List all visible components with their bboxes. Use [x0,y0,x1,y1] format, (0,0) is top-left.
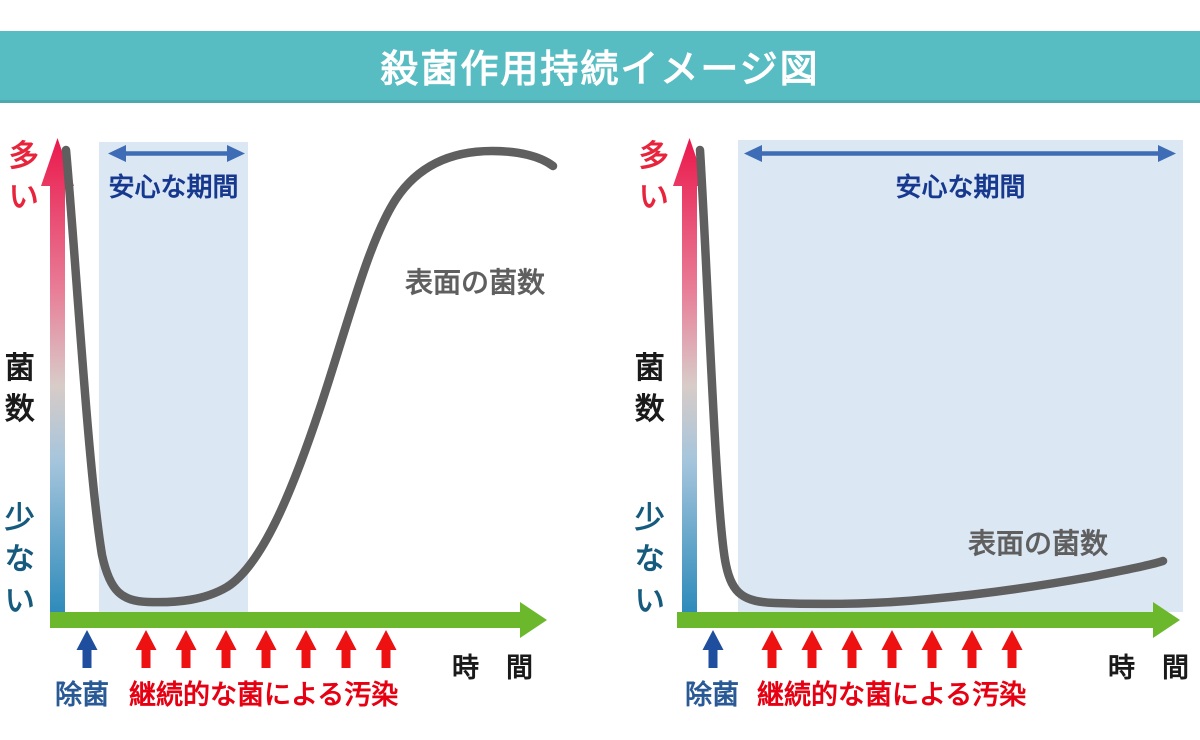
contamination-arrows-right [761,630,1023,668]
bacteria-curve-right [695,145,1168,609]
sanitize-arrow-right-icon [702,630,724,668]
header: 殺菌作用持続イメージ図 [0,31,1200,103]
contamination-arrow-icon [335,630,357,668]
safe-period-label-right: 安心な期間 [895,173,1026,203]
contamination-arrow-icon [135,630,157,668]
contamination-arrow-icon [215,630,237,668]
curve-label-left: 表面の菌数 [405,266,546,299]
y-axis-title-left: 菌数 [4,351,35,428]
contamination-arrow-icon [1001,630,1023,668]
y-axis-title-right: 菌数 [634,351,665,428]
sanitize-label-right: 除菌 [685,680,739,711]
time-axis-left [50,602,547,638]
safe-period-arrow-right-icon [744,145,1176,162]
contamination-arrow-icon [841,630,863,668]
contamination-arrow-icon [881,630,903,668]
time-axis-arrowhead-icon [520,602,547,638]
contamination-arrows-left [135,630,397,668]
sanitize-label-left: 除菌 [55,680,109,711]
contamination-arrow-icon [801,630,823,668]
safe-period-region-right [738,140,1183,612]
contamination-arrow-icon [175,630,197,668]
contamination-arrow-icon [295,630,317,668]
y-axis-top-label-right: 多い [638,139,669,216]
time-axis-right [677,602,1180,638]
safe-period-region-left [99,142,248,612]
y-axis-bottom-label-left: 少ない [4,501,35,619]
safe-period-arrow-left-icon [108,145,245,162]
contamination-arrow-icon [761,630,783,668]
contamination-arrow-icon [255,630,277,668]
page-title: 殺菌作用持続イメージ図 [380,47,820,91]
x-axis-label-left: 時 間 [452,653,533,684]
contamination-arrow-icon [921,630,943,668]
x-axis-label-right: 時 間 [1108,653,1189,684]
sanitize-arrow-left-icon [76,630,98,668]
contamination-arrow-icon [375,630,397,668]
curve-label-right: 表面の菌数 [968,527,1109,560]
contamination-label-left: 継続的な菌による汚染 [129,680,399,711]
bacteria-curve-left [61,145,558,607]
contamination-label-right: 継続的な菌による汚染 [757,680,1027,711]
safe-period-label-left: 安心な期間 [108,173,239,203]
y-axis-bottom-label-right: 少ない [634,501,665,619]
contamination-arrow-icon [961,630,983,668]
time-axis-arrowhead-icon [1153,602,1180,638]
y-axis-top-label-left: 多い [8,139,39,216]
